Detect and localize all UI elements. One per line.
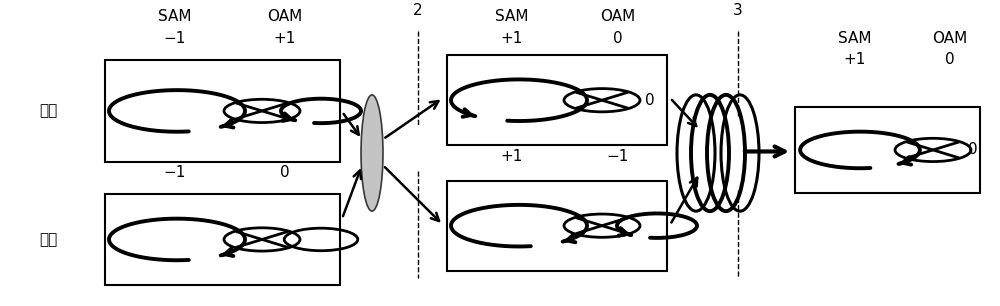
Text: 0: 0 — [645, 93, 655, 108]
Text: SAM: SAM — [158, 9, 192, 24]
Text: 0: 0 — [945, 52, 955, 67]
Text: OAM: OAM — [932, 31, 968, 46]
Text: 0: 0 — [968, 142, 978, 158]
Text: +1: +1 — [844, 52, 866, 67]
Text: 信号: 信号 — [39, 103, 57, 118]
Text: 2: 2 — [413, 3, 423, 18]
Text: +1: +1 — [501, 148, 523, 164]
Text: +1: +1 — [501, 31, 523, 46]
Bar — [447, 55, 667, 145]
Text: −1: −1 — [164, 31, 186, 46]
Text: OAM: OAM — [600, 9, 636, 24]
Ellipse shape — [361, 95, 383, 211]
Bar — [795, 107, 980, 193]
Text: 0: 0 — [280, 165, 290, 181]
Text: 背景: 背景 — [39, 232, 57, 247]
Text: SAM: SAM — [495, 9, 529, 24]
Bar — [447, 181, 667, 271]
Text: +1: +1 — [274, 31, 296, 46]
Text: OAM: OAM — [267, 9, 303, 24]
Text: −1: −1 — [164, 165, 186, 181]
Text: 3: 3 — [733, 3, 743, 18]
Bar — [105, 194, 340, 285]
Text: 0: 0 — [613, 31, 623, 46]
Bar — [105, 60, 340, 162]
Text: −1: −1 — [607, 148, 629, 164]
Text: SAM: SAM — [838, 31, 872, 46]
